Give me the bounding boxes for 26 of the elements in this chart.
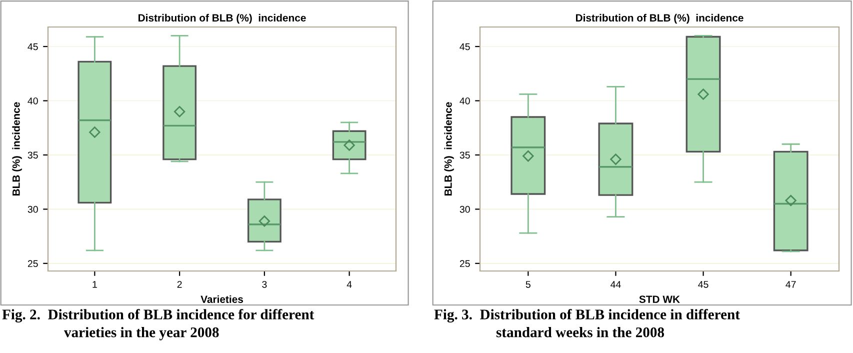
x-tick-label: 1: [92, 281, 97, 288]
y-tick-label: 35: [460, 152, 470, 159]
chart-title: Distribution of BLB (%) incidence: [576, 14, 744, 24]
x-tick-label: 47: [786, 281, 796, 288]
y-axis-title: BLB (%) incidence: [444, 102, 454, 196]
chart-title: Distribution of BLB (%) incidence: [138, 14, 306, 24]
y-tick-label: 45: [28, 43, 38, 50]
x-tick-label: 4: [346, 281, 352, 288]
y-tick-label: 25: [460, 260, 470, 268]
x-tick-label: 3: [262, 280, 267, 288]
caption: Fig. 2. Distribution of BLB incidence for different varieties in the year 2008: [2, 309, 314, 340]
x-tick-label: 45: [698, 281, 708, 288]
y-tick-label: 40: [28, 97, 38, 104]
x-axis-title: STD WK: [639, 296, 680, 303]
x-tick-label: 5: [526, 281, 530, 288]
x-tick-label: 44: [610, 281, 621, 288]
y-axis-title: BLB (%) incidence: [12, 102, 22, 196]
y-tick-label: 30: [460, 206, 470, 213]
x-tick-label: 2: [177, 280, 182, 288]
y-tick-label: 35: [28, 152, 38, 159]
y-tick-label: 25: [28, 260, 38, 268]
y-tick-label: 30: [28, 206, 38, 213]
y-tick-label: 40: [460, 97, 470, 104]
x-axis-title: Varieties: [200, 295, 244, 303]
caption: Fig. 3. Distribution of BLB incidence in different standard weeks in the 2008: [434, 309, 740, 338]
y-tick-label: 45: [460, 43, 470, 50]
